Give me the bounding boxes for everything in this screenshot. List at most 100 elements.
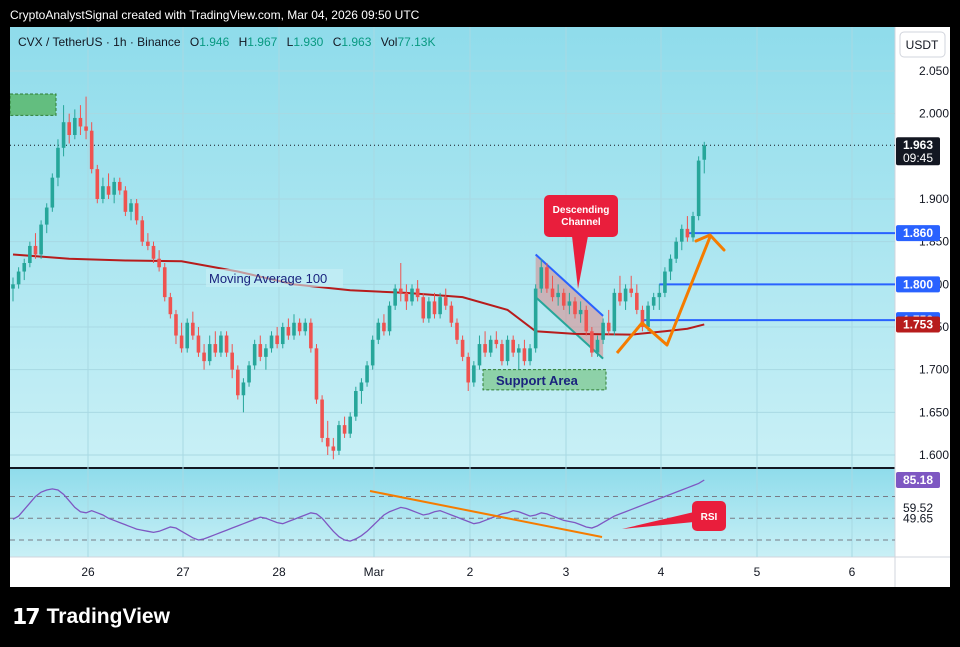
candle [685, 216, 690, 242]
rsi-value-label: 85.18 [896, 472, 940, 488]
candle-body [320, 399, 324, 438]
candle [95, 164, 100, 204]
price-label-value: 1.753 [903, 317, 933, 331]
candle-body [303, 322, 308, 332]
candle [674, 237, 678, 263]
candle-body [84, 126, 88, 131]
candle [219, 331, 223, 357]
candles [11, 96, 707, 460]
horizontal-levels [10, 144, 895, 322]
candle-body [556, 292, 560, 298]
candle [286, 318, 291, 340]
x-tick-label-5: 3 [563, 565, 570, 579]
tradingview-logo-icon: 𝟭𝟳 [12, 604, 41, 629]
candle [410, 284, 414, 306]
candle [16, 267, 21, 289]
candle-body [618, 292, 622, 302]
currency-label[interactable]: USDT [906, 38, 939, 52]
candle-body [539, 267, 544, 289]
candle-body [117, 181, 122, 191]
candle [370, 335, 375, 370]
price-label-bg [896, 316, 940, 333]
candle [696, 156, 701, 221]
candle-body [432, 301, 437, 315]
rsi-value-bg [896, 472, 940, 488]
price-label-value: 1.963 [903, 138, 933, 152]
candle-body [393, 288, 397, 306]
price-label-value: 1.800 [903, 277, 933, 291]
candle [134, 199, 139, 225]
rsi-tick-label-2: 49.65 [903, 512, 933, 526]
legend-close: 1.963 [341, 35, 371, 49]
candle-body [500, 344, 504, 362]
y-tick-label-6: 1.700 [919, 363, 949, 377]
candle-body [348, 416, 352, 434]
candle [494, 331, 499, 349]
price-axis[interactable] [895, 27, 950, 587]
price-chart[interactable]: 2.0502.0001.9001.8501.8001.7501.7001.650… [10, 27, 950, 587]
rsi-callout: RSI [622, 501, 726, 531]
candle-body [623, 288, 628, 302]
candle [348, 412, 352, 438]
rsi-callout-text: RSI [701, 512, 718, 523]
x-tick-label-8: 6 [849, 565, 856, 579]
candle [679, 224, 684, 251]
candle-body [663, 271, 667, 293]
ma-label-bg [206, 269, 343, 287]
candle-body [123, 190, 128, 212]
candle [595, 335, 600, 357]
channel-callout-pointer [572, 236, 588, 289]
legend-open: 1.946 [199, 35, 229, 49]
panel-divider[interactable] [10, 467, 950, 469]
candle [646, 301, 650, 332]
candle [179, 322, 184, 353]
y-tick-label-8: 1.600 [919, 448, 949, 462]
brand-name: TradingView [46, 605, 170, 628]
candle [404, 284, 409, 310]
candle [702, 141, 707, 174]
currency-button[interactable]: USDT [899, 31, 946, 58]
candle [275, 327, 279, 349]
candle-body [421, 297, 426, 319]
candle-body [646, 305, 650, 327]
resistance-zone-box [10, 93, 57, 116]
candle-body [33, 245, 38, 255]
x-tick-label-1: 27 [176, 565, 190, 579]
candle-body [241, 382, 246, 396]
candle [236, 365, 240, 400]
candle [11, 277, 15, 302]
candle-body [606, 322, 611, 332]
candle [466, 352, 471, 391]
candle-body [342, 425, 347, 434]
candle-body [466, 356, 471, 383]
y-tick-label-0: 2.050 [919, 64, 949, 78]
candle-body [635, 292, 639, 310]
candle-body [50, 177, 55, 208]
x-tick-label-4: 2 [467, 565, 474, 579]
candle [663, 267, 667, 298]
candle [528, 344, 532, 366]
candle-body [404, 292, 409, 302]
candle-body [162, 267, 167, 298]
candle [325, 420, 330, 455]
rsi-divergence-line [369, 490, 603, 538]
candle [224, 331, 229, 357]
candle-body [44, 207, 49, 225]
legend: CVX / TetherUS · 1h · Binance O1.946 H1.… [18, 35, 435, 49]
grid-lines [10, 27, 895, 557]
candle [629, 275, 633, 298]
chart-frame[interactable]: 2.0502.0001.9001.8501.8001.7501.7001.650… [10, 27, 950, 587]
candle-body [134, 203, 139, 221]
candle-body [331, 446, 336, 451]
candle [33, 233, 38, 259]
candle [443, 288, 448, 310]
price-label-bg [896, 225, 940, 242]
candle [573, 297, 577, 319]
candle-body [247, 365, 251, 383]
candle-body [651, 297, 656, 306]
candle-body [590, 331, 594, 353]
axis-labels: 2.0502.0001.9001.8501.8001.7501.7001.650… [81, 64, 949, 579]
candle [460, 335, 465, 362]
candle [207, 335, 212, 366]
candle-body [22, 263, 27, 272]
